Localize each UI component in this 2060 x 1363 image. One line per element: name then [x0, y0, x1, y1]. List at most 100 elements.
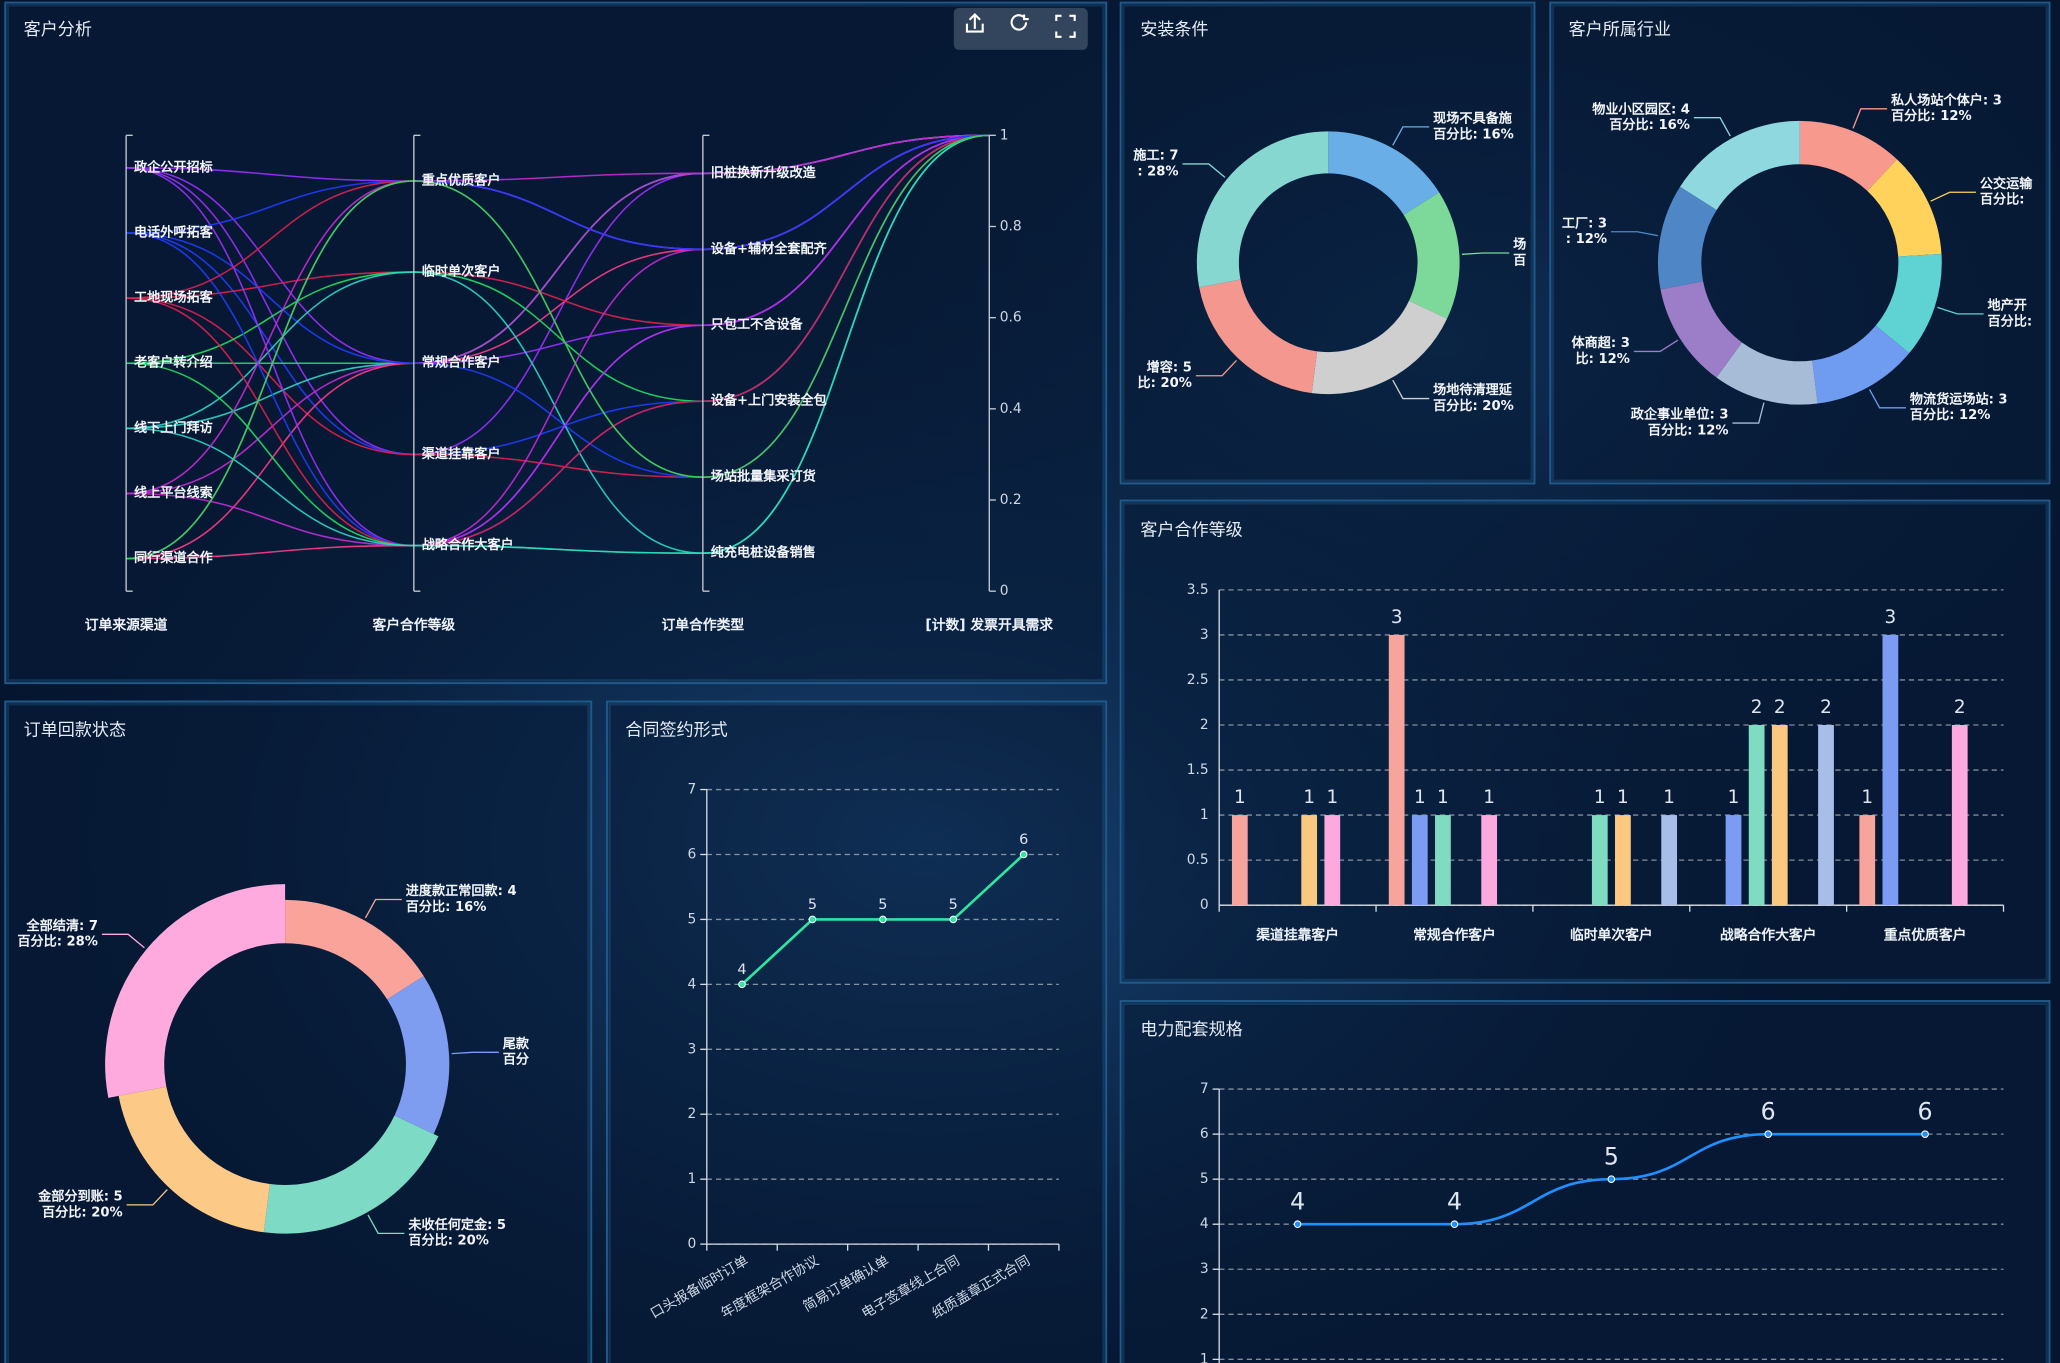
slice-label: 百分比: 12% — [1891, 107, 1972, 124]
pie-slice — [105, 884, 286, 1098]
point-label: 4 — [1290, 1188, 1305, 1216]
slice-label: 地产开 — [1988, 297, 2027, 314]
y-tick-label: 7 — [688, 782, 697, 798]
slice-label: 增容: 5 — [1147, 358, 1192, 375]
axis-category: 战略合作大客户 — [422, 536, 514, 553]
point — [879, 915, 887, 924]
bar — [1882, 634, 1899, 906]
fullscreen-button[interactable] — [1055, 14, 1076, 38]
y-tick-label: 2 — [1200, 717, 1209, 733]
y-tick-label: 0.5 — [1187, 852, 1209, 868]
label-leader — [1633, 339, 1679, 353]
panel-title: 合同签约形式 — [625, 720, 727, 740]
bar-label: 2 — [1820, 697, 1832, 718]
axis-category: 老客户转介绍 — [134, 354, 213, 371]
pie-slice — [1196, 131, 1329, 288]
panel-title: 客户合作等级 — [1140, 521, 1242, 541]
point — [1607, 1175, 1616, 1183]
panel — [4, 1, 1108, 685]
bar-label: 1 — [1303, 787, 1315, 808]
x-tick-label: 常规合作客户 — [1413, 926, 1496, 943]
axis-name: 订单来源渠道 — [85, 616, 168, 633]
y-tick-label: 6 — [1200, 1126, 1209, 1142]
y-tick-label: 1 — [1200, 1351, 1209, 1363]
panel-title: 电力配套规格 — [1140, 1020, 1242, 1040]
slice-label: : 12% — [1566, 232, 1607, 247]
tick-label: 0.8 — [1000, 218, 1022, 234]
slice-label: 百分比: — [1980, 191, 2025, 208]
slice-label: 百分比: 12% — [1910, 406, 1991, 423]
slice-label: 百分比: — [1988, 312, 2033, 329]
bar — [1771, 724, 1788, 906]
parallel-line — [126, 134, 990, 495]
pie-slice — [1403, 192, 1460, 319]
slice-label: 尾款 — [503, 1035, 530, 1052]
label-leader — [1610, 231, 1659, 237]
point — [1450, 1220, 1459, 1229]
slice-label: 百分比: 16% — [1609, 116, 1690, 133]
axis-category: 同行渠道合作 — [134, 549, 213, 566]
axis-category: 线下上门拜访 — [134, 419, 213, 436]
point-label: 5 — [1604, 1143, 1619, 1171]
bar-label: 1 — [1861, 787, 1873, 808]
panel-inner-glow — [6, 702, 590, 1363]
point — [1019, 850, 1028, 859]
slice-label: 百分比: 12% — [1648, 421, 1729, 438]
pie-slice — [1680, 120, 1800, 210]
slice-label: 私人场站个体户: 3 — [1891, 91, 2002, 108]
y-tick-label: 0 — [1200, 897, 1209, 913]
panel-inner-glow — [608, 702, 1105, 1363]
pie-slice — [1799, 120, 1898, 191]
bar — [1301, 815, 1318, 906]
axis-name: 订单合作类型 — [662, 616, 745, 633]
label-leader — [451, 1051, 499, 1055]
pie-slice — [285, 899, 424, 1000]
x-tick-label: 重点优质客户 — [1884, 926, 1967, 943]
bar-label: 1 — [1437, 787, 1449, 808]
label-leader — [1732, 402, 1765, 424]
axis-category: 电话外呼拓客 — [134, 224, 214, 241]
pie-slice — [1199, 279, 1318, 394]
slice-label: 百分 — [503, 1052, 530, 1068]
bar-label: 3 — [1885, 607, 1897, 628]
bar — [1481, 815, 1498, 906]
slice-label: 比: 20% — [1138, 374, 1192, 391]
slice-label: 百分比: 20% — [408, 1232, 489, 1249]
tick-label: 0.2 — [1000, 492, 1022, 508]
panels — [4, 1, 2051, 1363]
panel — [1119, 1, 1536, 485]
bar — [1615, 815, 1631, 906]
bar-label: 1 — [1483, 787, 1495, 808]
label-leader — [364, 898, 402, 919]
y-tick-label: 2.5 — [1187, 672, 1209, 688]
y-tick-label: 3 — [1200, 627, 1209, 643]
axis-category: 场站批量集采订货 — [711, 468, 816, 485]
axis-category: 线上平台线索 — [134, 484, 213, 501]
bar — [1725, 815, 1742, 906]
slice-label: 比: 12% — [1576, 350, 1630, 367]
point-label: 6 — [1019, 832, 1028, 848]
refresh-button[interactable] — [1010, 14, 1029, 31]
pie-slice — [1660, 281, 1742, 378]
point — [1921, 1130, 1929, 1138]
export-button[interactable] — [965, 12, 984, 33]
bar — [1859, 815, 1876, 906]
label-leader — [367, 1214, 405, 1235]
parallel-line — [126, 134, 990, 554]
bar — [1591, 815, 1608, 906]
point — [949, 915, 958, 924]
bar — [1748, 724, 1765, 906]
tick-label: 1 — [1000, 127, 1009, 143]
label-leader — [1937, 306, 1984, 315]
y-tick-label: 7 — [1200, 1081, 1209, 1097]
x-tick-label: 渠道挂靠客户 — [1255, 926, 1339, 943]
bar-label: 2 — [1751, 697, 1763, 718]
point-label: 6 — [1918, 1098, 1933, 1126]
point-label: 5 — [949, 897, 958, 913]
bar — [1411, 815, 1428, 906]
panel — [605, 700, 1108, 1363]
label-leader — [1868, 389, 1906, 409]
tick-label: 0.6 — [1000, 310, 1022, 326]
